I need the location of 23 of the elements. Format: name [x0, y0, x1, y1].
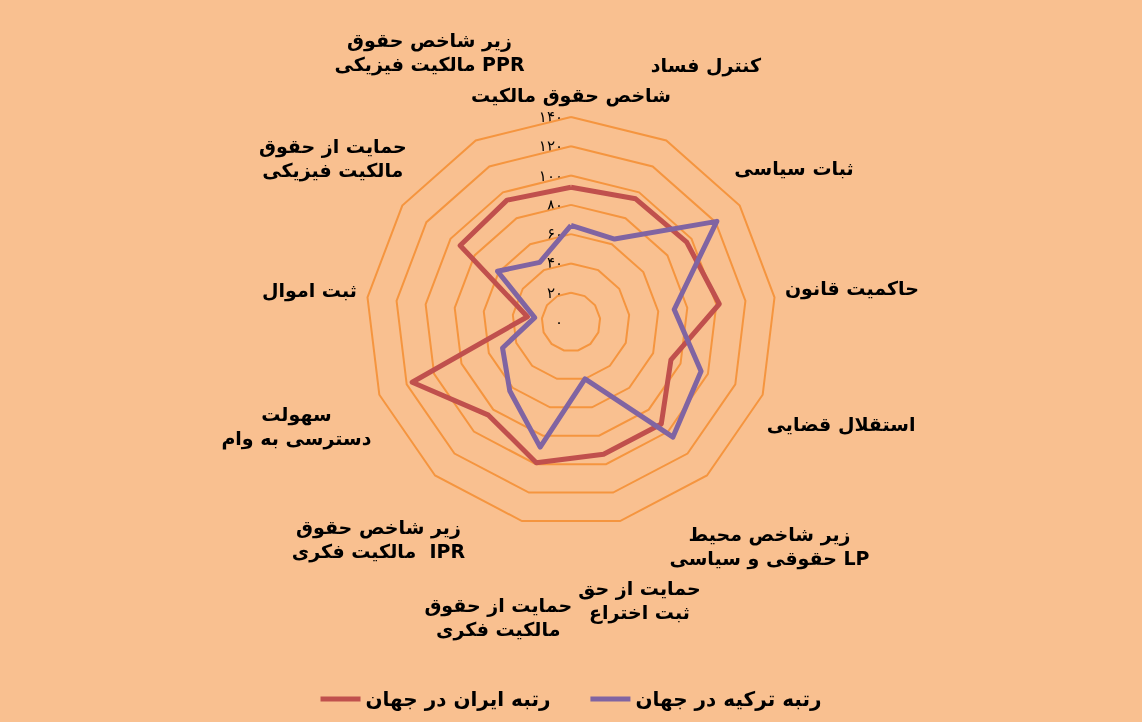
spoke-label: سهولت دسترسی به وام: [221, 403, 372, 451]
y-tick-label: ۱۴۰: [538, 108, 563, 126]
spoke-label: استقلال قضایی: [766, 413, 916, 436]
spoke-label: ثبات سیاسی: [734, 157, 854, 180]
spoke-label: حاکمیت قانون: [784, 276, 919, 300]
y-tick-label: ۲۰: [546, 283, 563, 302]
y-tick-label: ۸۰: [546, 195, 563, 214]
spoke-label: حمایت از حقوق مالکیت فیزیکی: [258, 134, 407, 182]
y-tick-label: ۱۲۰: [538, 137, 563, 156]
legend-label: رتبه ترکیه در جهان: [635, 687, 822, 711]
spoke-label: زیر شاخص حقوق مالکیت فکری IPR: [291, 516, 466, 564]
spoke-label: حمایت از حقوق مالکیت فکری: [424, 594, 573, 642]
spoke-label: کنترل فساد: [650, 54, 762, 78]
y-tick-label: ۰: [554, 313, 563, 331]
spoke-label: ثبت اموال: [262, 279, 357, 303]
spoke-label: حمایت از حق ثبت اختراع: [578, 576, 701, 624]
y-tick-label: ۴۰: [546, 254, 563, 273]
y-tick-label: ۱۰۰: [538, 166, 563, 185]
y-tick-label: ۶۰: [546, 225, 563, 244]
spoke-label: زیر شاخص حقوق مالکیت فیزیکی PPR: [334, 29, 525, 77]
legend-label: رتبه ایران در جهان: [365, 687, 551, 711]
spoke-label: زیر شاخص محیط حقوقی و سیاسی LP: [669, 523, 870, 571]
spoke-label: شاخص حقوق مالکیت: [471, 84, 671, 107]
